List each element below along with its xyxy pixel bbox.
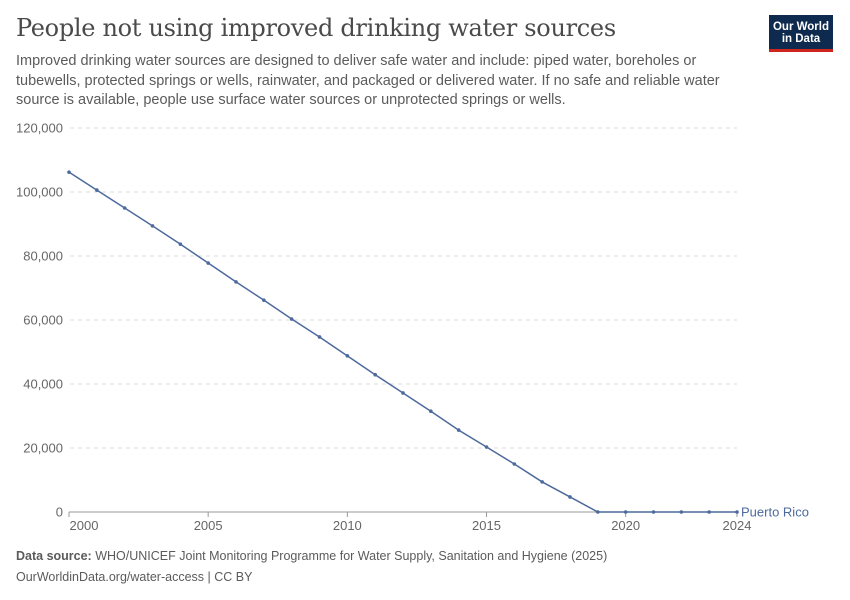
y-tick-label: 120,000 (16, 121, 63, 136)
data-source: Data source: WHO/UNICEF Joint Monitoring… (16, 549, 607, 563)
data-point (429, 409, 433, 414)
data-point (512, 462, 517, 466)
data-point (707, 510, 711, 514)
x-tick-label: 2005 (194, 518, 223, 533)
data-point (234, 280, 238, 284)
data-point (596, 510, 600, 514)
data-point (401, 391, 405, 395)
series-line (68, 171, 737, 513)
x-tick-label: 2020 (611, 518, 640, 533)
chart-title: People not using improved drinking water… (16, 14, 616, 42)
data-point (484, 445, 489, 449)
x-tick-label: 2000 (70, 518, 99, 533)
data-point (67, 170, 71, 174)
data-point (623, 510, 628, 514)
data-point (456, 428, 461, 432)
data-point (150, 224, 155, 228)
x-tick-label: 2024 (723, 518, 752, 533)
chart-subtitle: Improved drinking water sources are desi… (16, 53, 720, 108)
data-point (178, 242, 183, 246)
data-point (568, 495, 572, 499)
data-point (289, 317, 294, 321)
data-point (262, 298, 266, 302)
x-tick-label: 2010 (333, 518, 362, 533)
y-tick-label: 60,000 (23, 313, 63, 328)
data-point (122, 206, 127, 210)
data-point (206, 261, 210, 265)
owid-logo[interactable]: Our World in Data (769, 15, 833, 52)
y-tick-label: 20,000 (23, 441, 63, 456)
y-tick-label: 40,000 (23, 377, 63, 392)
y-tick-label: 0 (56, 505, 63, 520)
data-point (651, 510, 656, 514)
series-label: Puerto Rico (741, 505, 809, 520)
line-chart: 0 20,000 40,000 60,000 80,000 100,000 120,000 2… (16, 121, 809, 534)
y-tick-label: 80,000 (23, 249, 63, 264)
footer-link[interactable]: OurWorldinData.org/water-access | CC BY (16, 570, 253, 584)
data-point (373, 372, 377, 377)
data-point (317, 335, 322, 339)
source-text[interactable]: WHO/UNICEF Joint Monitoring Programme fo… (95, 549, 608, 563)
data-point (540, 480, 544, 484)
data-point (735, 510, 739, 514)
data-point (345, 354, 350, 358)
data-point (95, 188, 99, 192)
x-tick-label: 2015 (472, 518, 501, 533)
source-label: Data source: (16, 549, 92, 563)
data-point (679, 510, 684, 514)
y-tick-label: 100,000 (16, 185, 63, 200)
